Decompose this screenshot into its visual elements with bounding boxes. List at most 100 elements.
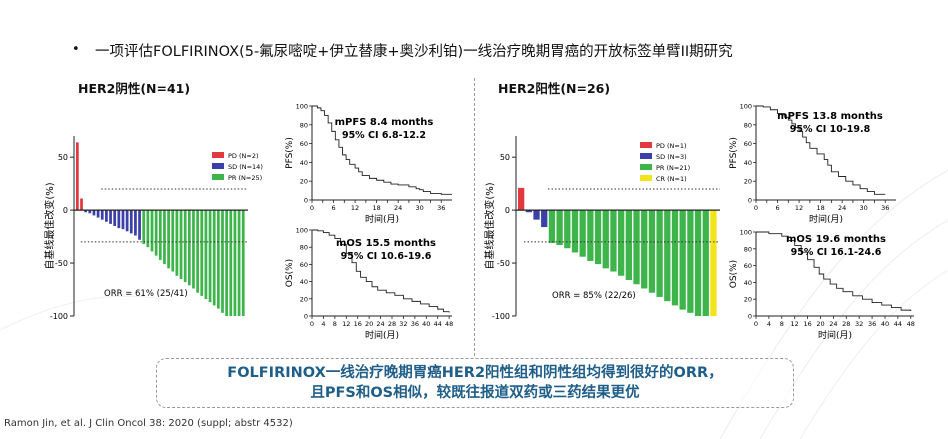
km-xtick-label: 48 [445, 320, 453, 328]
group-title-her2-negative: HER2阴性(N=41) [78, 81, 191, 96]
waterfall-bar [138, 210, 141, 240]
waterfall-legend-swatch [640, 164, 652, 170]
waterfall-bar [679, 210, 686, 310]
waterfall-bar [100, 210, 104, 220]
waterfall-legend-label: PD (N=1) [656, 142, 687, 150]
waterfall-bar [121, 210, 125, 230]
waterfall-ytick-label: 0 [63, 206, 68, 215]
conclusion-line-2: 且PFS和OS相似，较既往报道双药或三药结果更优 [310, 385, 640, 401]
waterfall-bar [76, 142, 79, 211]
km-ytick-label: 100 [740, 229, 752, 237]
km-xtick-label: 48 [907, 320, 915, 328]
waterfall-bar [179, 210, 183, 279]
waterfall-bar [221, 210, 224, 313]
waterfall-bar [618, 210, 625, 276]
km-xtick-label: 8 [780, 320, 784, 328]
waterfall-bar [92, 210, 96, 216]
waterfall-bar [694, 210, 702, 316]
waterfall-bar [129, 210, 133, 234]
km-ytick-label: 60 [744, 140, 752, 148]
km-annotation: mOS 19.6 months [786, 234, 886, 245]
waterfall-legend-label: SD (N=14) [228, 163, 263, 171]
waterfall-ytick-label: -50 [55, 259, 68, 268]
km-xtick-label: 36 [868, 320, 876, 328]
waterfall-legend-swatch [640, 175, 652, 181]
waterfall-bar [208, 210, 212, 303]
waterfall-ylabel: 自基线最佳改变(%) [483, 182, 496, 269]
waterfall-bar [167, 210, 170, 269]
waterfall-ytick-label: -100 [50, 312, 68, 321]
km-ylabel: PFS(%) [285, 137, 295, 169]
waterfall-bar [200, 210, 204, 296]
km-xtick-label: 4 [321, 320, 325, 328]
waterfall-bar [192, 210, 195, 289]
km-xlabel: 时间(月) [365, 329, 399, 341]
waterfall-bar [163, 210, 166, 265]
km-ylabel: OS(%) [729, 260, 739, 288]
km-ytick-label: 80 [300, 244, 308, 252]
km-xtick-label: 12 [791, 320, 799, 328]
waterfall-bar [96, 210, 100, 218]
km-xtick-label: 18 [816, 204, 824, 212]
waterfall-bar [158, 210, 162, 260]
km-xtick-label: 6 [775, 204, 779, 212]
waterfall-legend-label: CR (N=1) [656, 175, 687, 183]
waterfall-bar [625, 210, 632, 280]
waterfall-bar [146, 210, 150, 248]
waterfall-bar [671, 210, 679, 306]
waterfall-bar [233, 210, 237, 316]
km-annotation: 95% CI 10-19.8 [790, 124, 871, 135]
km-annotation: mOS 15.5 months [336, 238, 436, 249]
her2-neg-pfs-chart: 0 20 40 60 80 100 0 6 12 18 24 30 36 PFS(%) 时间(月) mPFS … [285, 103, 452, 225]
km-xtick-label: 20 [365, 320, 373, 328]
km-xtick-label: 32 [399, 320, 407, 328]
km-ytick-label: 100 [296, 227, 308, 235]
km-xtick-label: 40 [422, 320, 430, 328]
waterfall-bar [225, 210, 229, 316]
waterfall-bar [237, 210, 241, 316]
km-xlabel: 时间(月) [809, 213, 843, 225]
waterfall-bar [648, 210, 656, 293]
waterfall-bar [171, 210, 175, 272]
km-survival-curve [756, 105, 886, 195]
km-ytick-label: 100 [740, 103, 752, 111]
km-xtick-label: 16 [354, 320, 362, 328]
km-xtick-label: 24 [394, 204, 402, 212]
waterfall-bar [187, 210, 191, 286]
km-ytick-label: 0 [304, 313, 308, 321]
group-divider [474, 78, 475, 356]
waterfall-ytick-label: 50 [58, 153, 68, 162]
waterfall-bar [518, 187, 525, 211]
waterfall-bar [196, 210, 199, 293]
km-ytick-label: 80 [744, 245, 752, 253]
km-ytick-label: 40 [744, 159, 752, 167]
km-ytick-label: 20 [300, 178, 308, 186]
km-annotation: mPFS 8.4 months [335, 117, 434, 128]
km-ytick-label: 0 [748, 313, 752, 321]
waterfall-bar [80, 198, 83, 211]
waterfall-bar [154, 210, 158, 256]
waterfall-bar [113, 210, 117, 226]
waterfall-bar [216, 210, 220, 309]
waterfall-legend-label: PD (N=2) [228, 152, 259, 160]
waterfall-bar [564, 210, 571, 249]
km-xtick-label: 36 [437, 204, 445, 212]
waterfall-bar [594, 210, 602, 265]
km-xtick-label: 4 [767, 320, 771, 328]
km-ytick-label: 100 [296, 103, 308, 111]
km-ytick-label: 20 [744, 178, 752, 186]
waterfall-bar [109, 210, 112, 224]
waterfall-orr-text: ORR = 85% (22/26) [552, 291, 636, 301]
waterfall-bar [702, 210, 709, 316]
headline-bullet: • [72, 42, 80, 57]
waterfall-bar [610, 210, 617, 272]
km-ytick-label: 0 [748, 197, 752, 205]
waterfall-bar [656, 210, 663, 297]
km-annotation: 95% CI 6.8-12.2 [342, 130, 426, 141]
waterfall-bar [204, 210, 208, 300]
her2-neg-waterfall-chart: 自基线最佳改变(%) 50 0 -50 -100 PD (N=2) SD (N=14) PR … [43, 136, 263, 321]
waterfall-bar [579, 210, 586, 257]
waterfall-bar [117, 210, 121, 229]
km-annotation: 95% CI 10.6-19.6 [341, 251, 432, 262]
km-xtick-label: 0 [310, 204, 314, 212]
